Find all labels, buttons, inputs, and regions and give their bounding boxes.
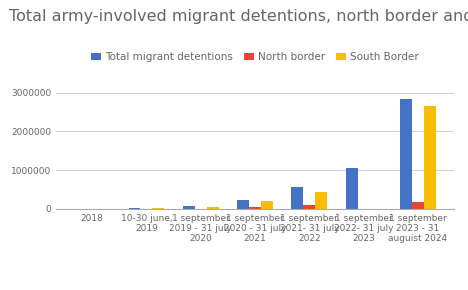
Bar <box>303 205 315 209</box>
Legend: Total migrant detentions, North border, South Border: Total migrant detentions, North border, … <box>87 48 424 66</box>
Bar <box>207 207 219 209</box>
Bar <box>261 201 273 209</box>
Bar <box>424 106 436 209</box>
Bar <box>346 168 358 209</box>
Bar <box>237 200 249 209</box>
Bar <box>292 187 303 209</box>
Bar <box>153 208 164 209</box>
Bar <box>315 192 327 209</box>
Bar <box>129 208 140 209</box>
Bar <box>249 207 261 209</box>
Bar <box>412 202 424 209</box>
Text: Total army-involved migrant detentions, north border and south border: Total army-involved migrant detentions, … <box>9 9 468 24</box>
Bar <box>183 206 195 209</box>
Bar <box>400 99 412 209</box>
